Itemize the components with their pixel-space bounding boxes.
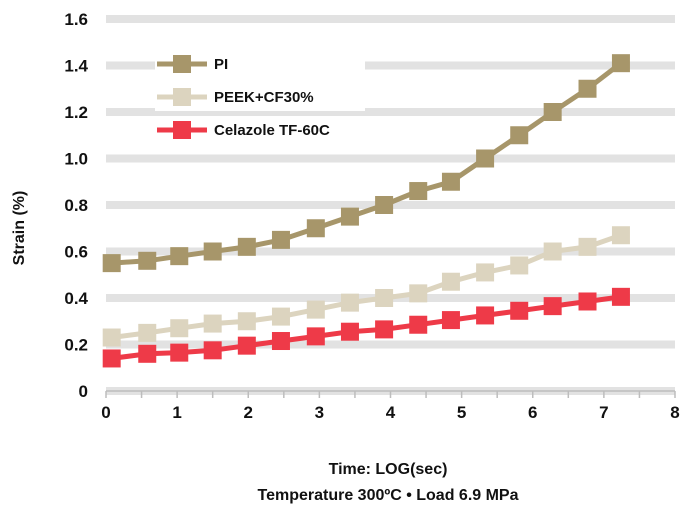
- data-point: [237, 336, 256, 355]
- x-tick-label: 2: [244, 403, 253, 422]
- data-point: [543, 103, 562, 121]
- legend-item: PI: [155, 50, 365, 78]
- series-line: [111, 232, 622, 340]
- data-point: [409, 284, 428, 303]
- data-point: [138, 344, 157, 363]
- data-point: [340, 293, 359, 312]
- y-tick-label: 0.2: [64, 336, 88, 355]
- x-tick-label: 7: [599, 403, 608, 422]
- series-layer: [102, 54, 630, 368]
- data-point: [441, 311, 460, 330]
- x-axis-label: Time: LOG(sec): [329, 461, 448, 478]
- data-point: [578, 292, 597, 311]
- data-point: [510, 126, 529, 145]
- data-point: [306, 327, 325, 346]
- legend-marker: [173, 121, 191, 139]
- data-point: [306, 219, 325, 238]
- legend-item: Celazole TF-60C: [155, 116, 365, 144]
- y-tick-label: 1.6: [64, 10, 88, 29]
- legend-marker: [173, 55, 191, 73]
- data-point: [409, 182, 428, 201]
- x-axis-subtitle: Temperature 300ºC • Load 6.9 MPa: [257, 487, 518, 504]
- legend-marker: [173, 88, 191, 106]
- data-point: [170, 247, 189, 266]
- data-point: [375, 289, 394, 307]
- data-point: [203, 341, 222, 360]
- y-tick-label: 0.8: [64, 196, 88, 215]
- data-point: [237, 237, 256, 256]
- data-point: [375, 196, 394, 214]
- legend: PI PEEK+CF30% Celazole TF-60C: [155, 50, 365, 144]
- data-point: [611, 226, 630, 245]
- series-line: [111, 61, 623, 266]
- x-tick-label: 1: [172, 403, 181, 422]
- y-tick-label: 0.6: [64, 243, 88, 262]
- data-point: [138, 251, 157, 270]
- data-point: [203, 314, 222, 333]
- legend-label: PI: [214, 56, 228, 73]
- x-tick-label: 8: [670, 403, 679, 422]
- legend-label: PEEK+CF30%: [214, 89, 314, 106]
- data-point: [102, 254, 121, 273]
- data-point: [102, 349, 121, 368]
- data-point: [340, 322, 359, 341]
- series-2: [102, 287, 630, 368]
- series-0: [102, 54, 630, 273]
- y-tick-label: 1.2: [64, 103, 88, 122]
- legend-item: PEEK+CF30%: [155, 83, 365, 111]
- y-tick-labels: 0 0.2 0.4 0.6 0.8 1.0 1.2 1.4 1.6: [64, 10, 88, 401]
- data-point: [306, 300, 325, 319]
- x-tick-label: 3: [315, 403, 324, 422]
- series-line: [111, 294, 622, 361]
- data-point: [409, 315, 428, 334]
- x-tick-label: 5: [457, 403, 466, 422]
- data-point: [271, 230, 290, 249]
- legend-label: Celazole TF-60C: [214, 122, 330, 139]
- data-point: [138, 323, 157, 342]
- y-axis-label: Strain (%): [11, 191, 28, 266]
- data-point: [203, 242, 222, 261]
- data-point: [578, 237, 597, 256]
- x-tick-label: 4: [386, 403, 396, 422]
- data-point: [476, 306, 495, 325]
- y-tick-label: 1.0: [64, 150, 88, 169]
- data-point: [611, 287, 630, 306]
- x-tick-label: 0: [101, 403, 110, 422]
- data-point: [543, 297, 562, 316]
- data-point: [237, 312, 256, 331]
- data-point: [611, 54, 630, 73]
- x-tick-label: 6: [528, 403, 537, 422]
- series-1: [102, 226, 630, 347]
- data-point: [441, 172, 460, 191]
- data-point: [543, 242, 562, 261]
- data-point: [271, 332, 290, 351]
- x-tick-labels: 0 1 2 3 4 5 6 7 8: [101, 403, 679, 422]
- data-point: [170, 319, 189, 338]
- data-point: [510, 256, 529, 275]
- data-point: [441, 272, 460, 291]
- data-point: [476, 149, 495, 168]
- data-point: [102, 328, 121, 347]
- y-tick-label: 0.4: [64, 289, 88, 308]
- data-point: [578, 79, 597, 98]
- data-point: [510, 301, 529, 320]
- y-tick-label: 1.4: [64, 57, 88, 76]
- data-point: [170, 343, 189, 362]
- data-point: [271, 307, 290, 326]
- data-point: [375, 320, 394, 339]
- data-point: [476, 263, 495, 282]
- data-point: [340, 207, 359, 226]
- y-tick-label: 0: [79, 382, 88, 401]
